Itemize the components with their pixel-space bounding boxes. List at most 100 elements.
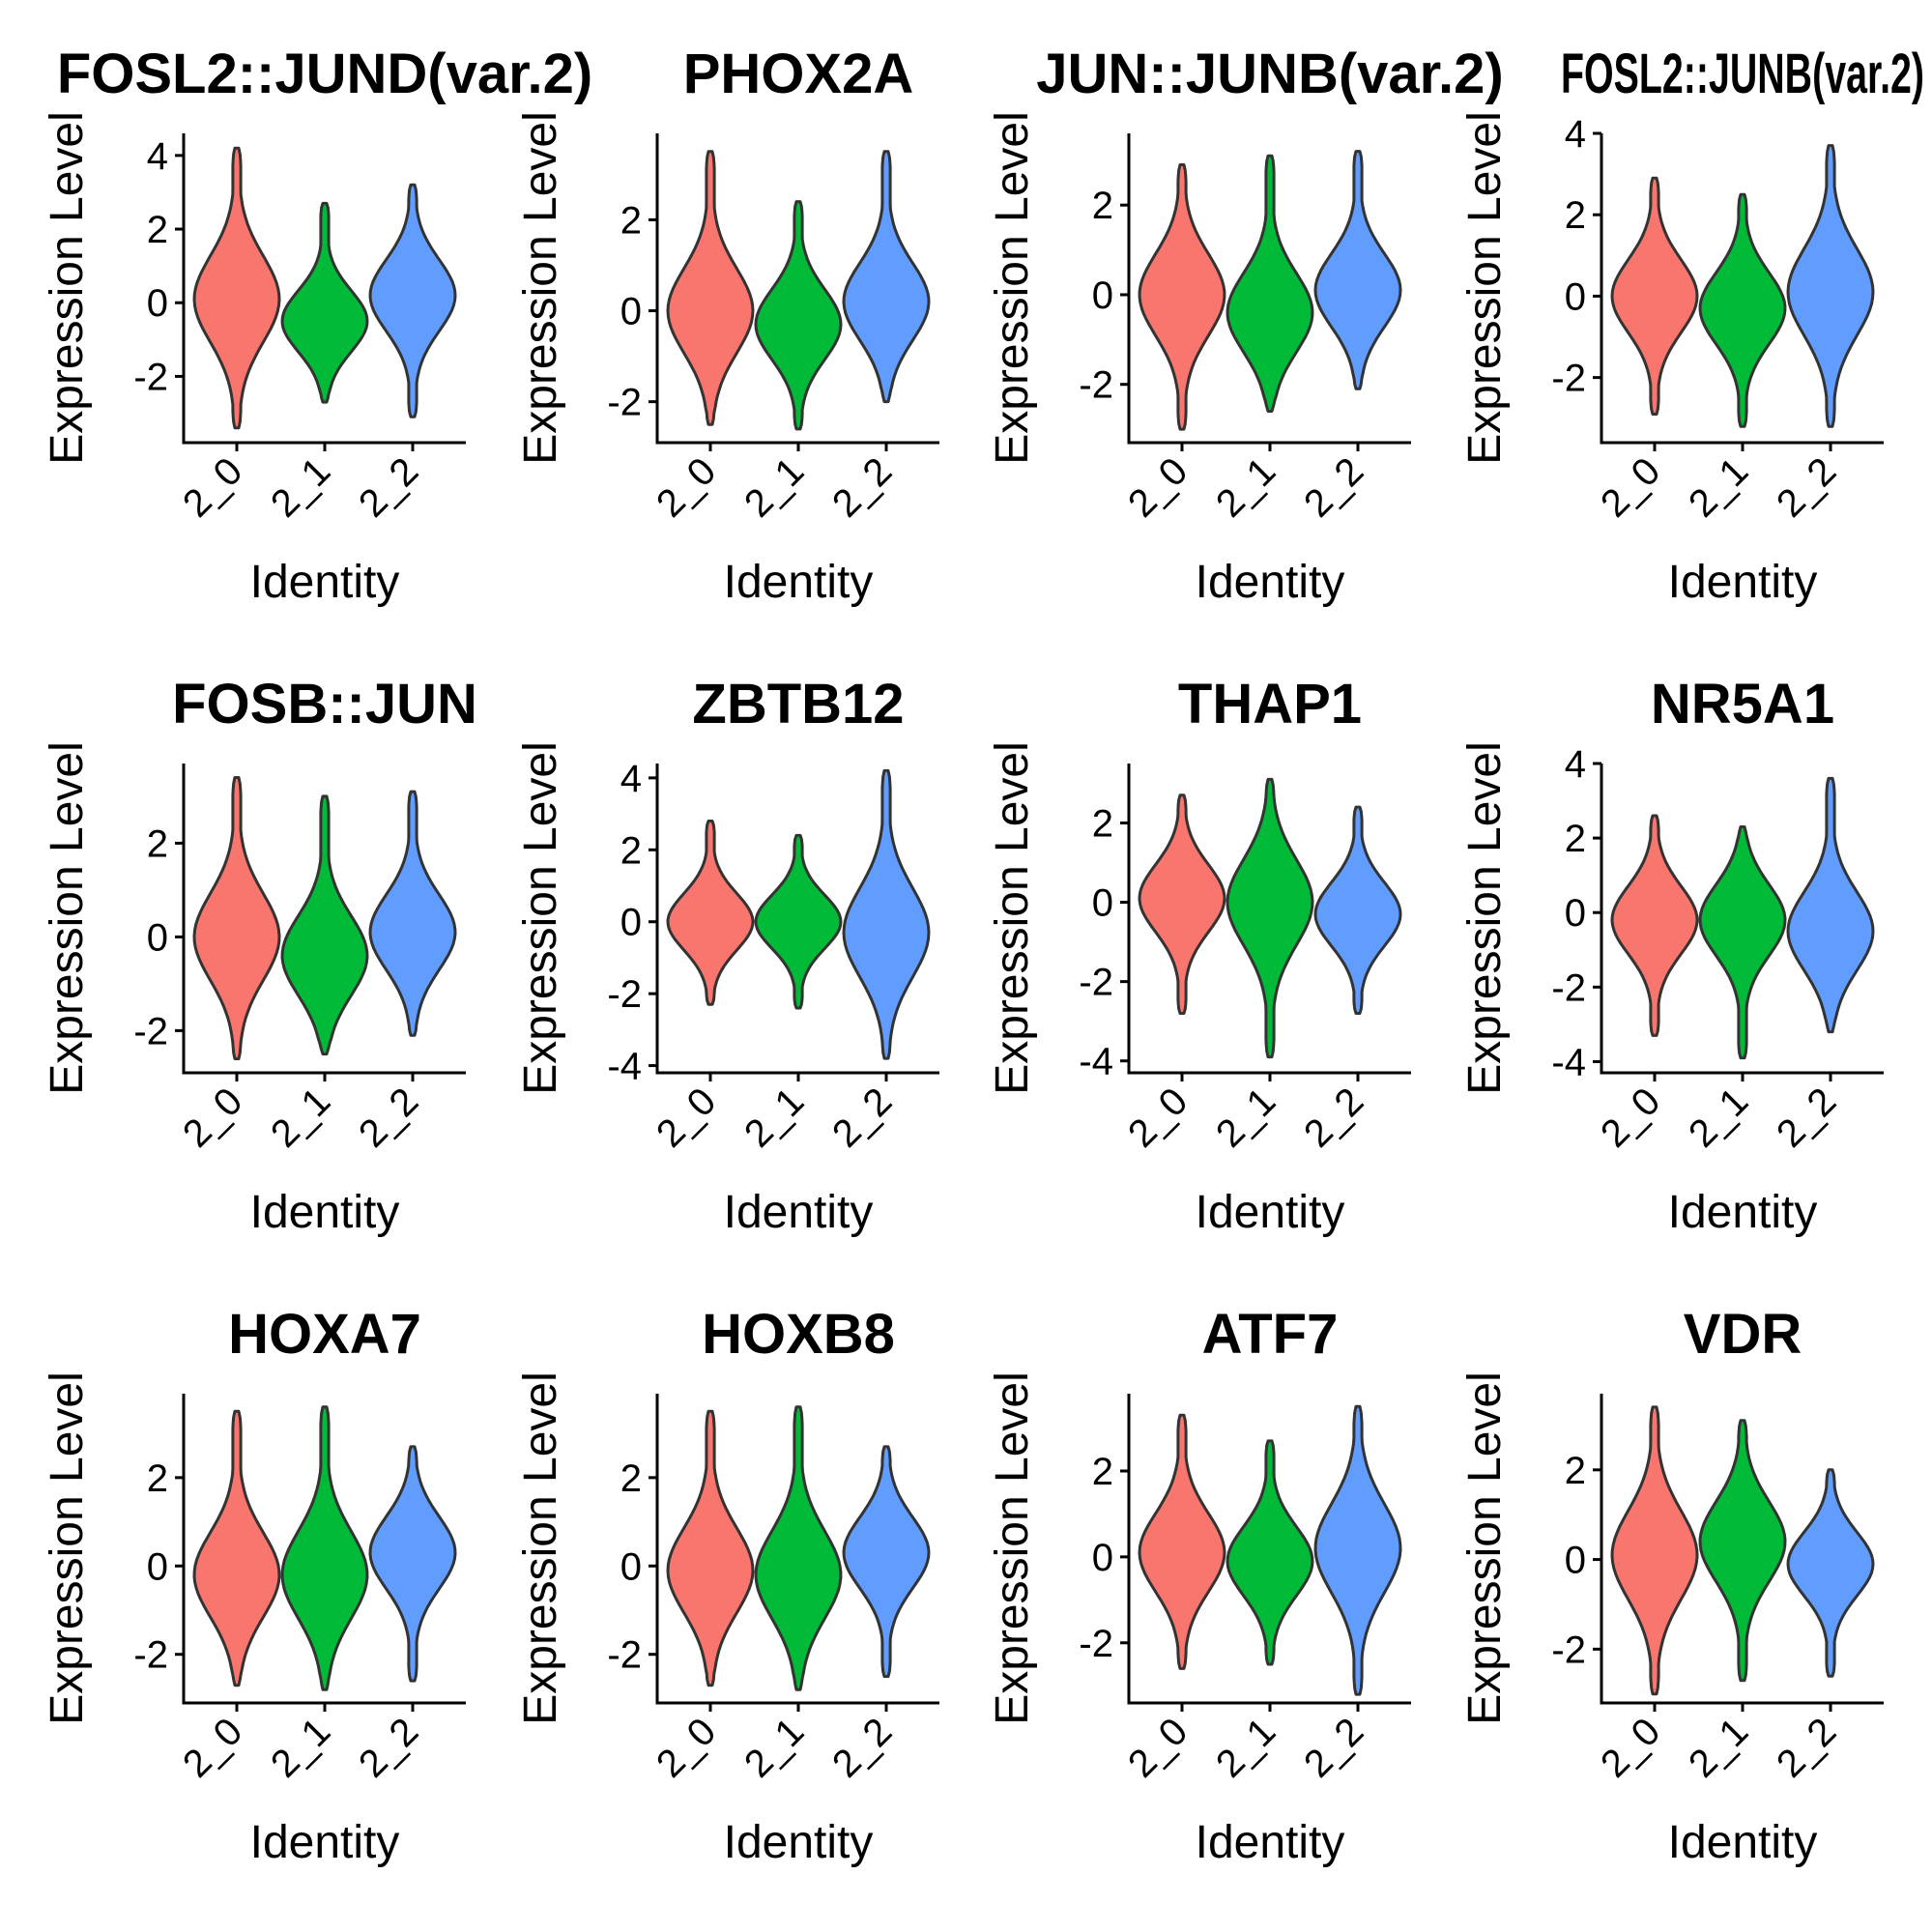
axis-lines — [1600, 1394, 1884, 1705]
violin-2_0 — [1610, 176, 1699, 416]
axis-lines — [1127, 133, 1411, 445]
violin-2_1 — [280, 1405, 369, 1691]
y-tick-label: 4 — [1565, 113, 1586, 156]
violin-2_1 — [1226, 154, 1314, 413]
axis-lines — [1127, 764, 1411, 1075]
axis-lines — [655, 1394, 939, 1705]
violin-2_2 — [842, 768, 931, 1060]
violin-2_2 — [1786, 776, 1875, 1034]
axis-lines — [1127, 1394, 1411, 1705]
violin-2_1 — [1698, 1419, 1787, 1683]
panel-title: THAP1 — [1178, 673, 1362, 735]
x-axis-label: Identity — [1196, 557, 1345, 608]
y-tick-label: -2 — [1079, 364, 1113, 407]
y-tick-label: 2 — [1565, 1450, 1586, 1492]
panel-2: -2 0 2 2_0 2_1 2_2 Identity Expression Level PHO… — [515, 43, 939, 608]
panel-4: -2 0 2 4 2_0 2_1 2_2 Identity Expression Level FO… — [1459, 43, 1924, 608]
violin-2_0 — [192, 146, 281, 430]
x-axis-label: Identity — [724, 1187, 874, 1238]
violin-2_1 — [754, 200, 843, 431]
x-tick-label: 2_2 — [351, 1080, 426, 1155]
panel-9: -2 0 2 2_0 2_1 2_2 Identity Expression Level HOX… — [42, 1303, 466, 1868]
x-tick-label: 2_1 — [736, 449, 812, 525]
x-tick-label: 2_1 — [1681, 449, 1756, 525]
violin-2_1 — [280, 794, 369, 1056]
y-axis-label: Expression Level — [515, 1371, 566, 1725]
y-tick-label: -2 — [607, 382, 642, 424]
axis-lines — [1600, 133, 1884, 445]
y-tick-label: 0 — [1565, 892, 1586, 935]
x-tick-label: 2_2 — [824, 1710, 900, 1785]
y-axis-label: Expression Level — [515, 111, 566, 465]
x-tick-label: 2_2 — [1769, 1710, 1844, 1785]
panel-12: -2 0 2 2_0 2_1 2_2 Identity Expression Level VDR — [1459, 1303, 1884, 1868]
x-tick-label: 2_1 — [1681, 1080, 1756, 1155]
x-tick-label: 2_0 — [1120, 1710, 1196, 1785]
panel-title: HOXB8 — [702, 1303, 895, 1366]
violin-2_2 — [1786, 144, 1875, 428]
y-tick-label: 2 — [1565, 818, 1586, 860]
y-tick-label: 0 — [620, 291, 642, 333]
violin-2_1 — [280, 201, 369, 404]
x-axis-label: Identity — [250, 1187, 400, 1238]
violin-2_2 — [368, 790, 457, 1037]
y-tick-label: -2 — [133, 1010, 168, 1053]
violin-2_2 — [1313, 805, 1402, 1015]
panel-10: -2 0 2 2_0 2_1 2_2 Identity Expression Level HOX… — [515, 1303, 939, 1868]
x-tick-label: 2_0 — [1120, 449, 1196, 525]
x-axis-label: Identity — [250, 1817, 400, 1868]
x-tick-label: 2_1 — [263, 1080, 338, 1155]
violin-2_2 — [842, 150, 931, 404]
y-tick-label: -2 — [607, 1634, 642, 1677]
violin-2_0 — [1138, 163, 1226, 431]
panel-title: VDR — [1684, 1303, 1802, 1366]
panel-title: FOSL2::JUND(var.2) — [57, 43, 592, 105]
y-axis-label: Expression Level — [987, 111, 1038, 465]
panel-title: ATF7 — [1202, 1303, 1339, 1366]
y-tick-label: 2 — [1565, 194, 1586, 237]
x-tick-label: 2_0 — [1120, 1080, 1196, 1155]
axis-lines — [1600, 764, 1884, 1075]
y-axis-label: Expression Level — [987, 741, 1038, 1095]
y-tick-label: 0 — [147, 916, 168, 959]
y-tick-label: 0 — [620, 902, 642, 944]
x-axis-label: Identity — [724, 557, 874, 608]
x-tick-label: 2_2 — [1769, 449, 1844, 525]
violin-2_2 — [1313, 150, 1402, 390]
violin-2_2 — [842, 1445, 931, 1679]
x-tick-label: 2_0 — [1593, 449, 1668, 525]
x-tick-label: 2_1 — [263, 449, 338, 525]
violin-2_1 — [1698, 825, 1787, 1060]
panel-title: NR5A1 — [1651, 673, 1834, 735]
x-tick-label: 2_1 — [1208, 1710, 1283, 1785]
violin-2_2 — [1313, 1404, 1402, 1696]
x-axis-label: Identity — [1668, 1187, 1818, 1238]
violin-2_1 — [1698, 192, 1787, 428]
panel-1: -2 0 2 4 2_0 2_1 2_2 Identity Expression Level FO… — [42, 43, 592, 608]
x-tick-label: 2_1 — [263, 1710, 338, 1785]
y-tick-label: -4 — [1551, 1041, 1586, 1083]
panel-6: -4 -2 0 2 4 2_0 2_1 2_2 Identity Expression Level… — [515, 673, 939, 1238]
y-tick-label: -2 — [1551, 358, 1586, 400]
x-tick-label: 2_2 — [824, 1080, 900, 1155]
x-tick-label: 2_2 — [824, 449, 900, 525]
x-tick-label: 2_0 — [649, 1710, 724, 1785]
y-tick-label: 0 — [147, 282, 168, 325]
y-tick-label: -2 — [133, 356, 168, 398]
violin-2_1 — [754, 833, 843, 1010]
y-tick-label: 2 — [620, 199, 642, 242]
y-tick-label: -4 — [1079, 1041, 1113, 1083]
y-tick-label: -2 — [607, 973, 642, 1016]
y-tick-label: 0 — [620, 1545, 642, 1588]
panel-5: -2 0 2 2_0 2_1 2_2 Identity Expression Level FOS… — [42, 673, 477, 1238]
y-tick-label: -2 — [1079, 1623, 1113, 1665]
y-tick-label: 2 — [1092, 185, 1113, 227]
y-tick-label: -4 — [607, 1046, 642, 1088]
axis-lines — [182, 133, 466, 445]
violin-2_2 — [1786, 1468, 1875, 1678]
y-tick-label: 0 — [147, 1545, 168, 1588]
violin-2_0 — [192, 1409, 281, 1687]
x-tick-label: 2_1 — [736, 1710, 812, 1785]
panel-title: FOSB::JUN — [172, 673, 477, 735]
